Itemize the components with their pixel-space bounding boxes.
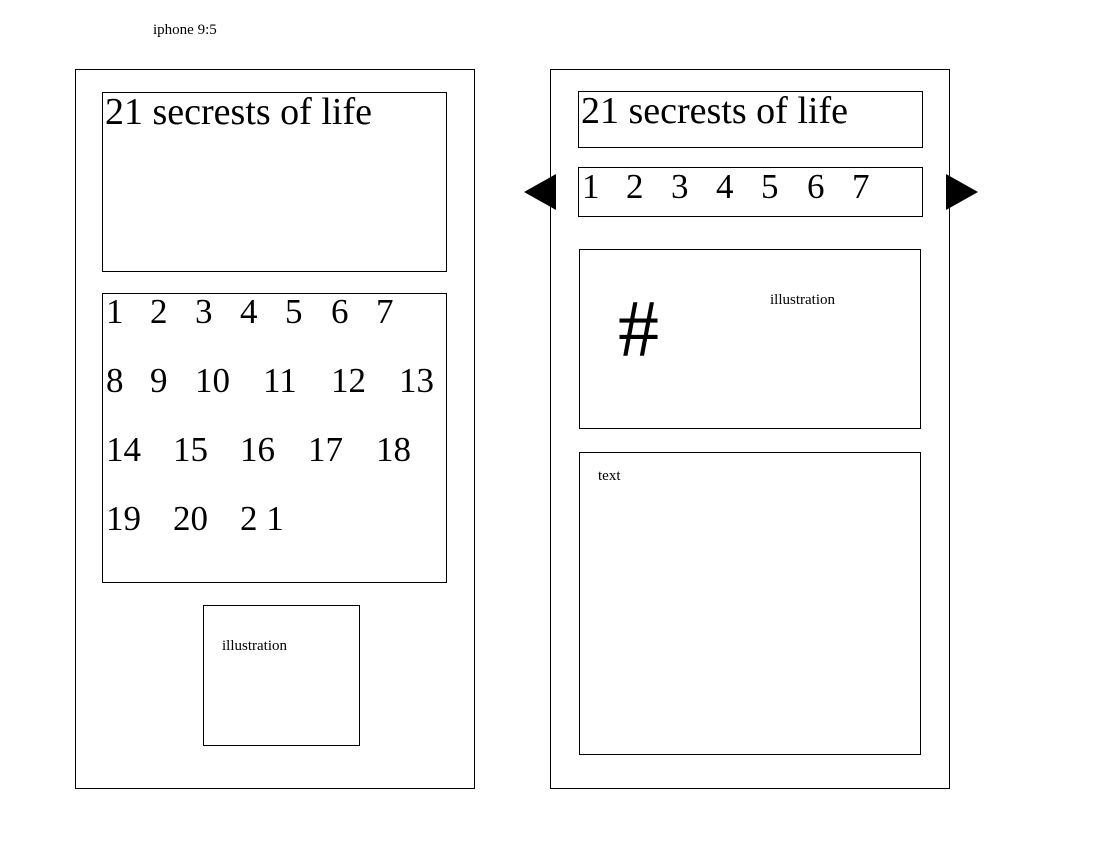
text-panel: text bbox=[579, 452, 921, 755]
illustration-label: illustration bbox=[222, 638, 287, 654]
chapter-header-panel: # illustration bbox=[579, 249, 921, 429]
chapter-number[interactable]: 18 bbox=[376, 430, 411, 469]
chapter-number[interactable]: 4 bbox=[240, 292, 258, 331]
chapter-number[interactable]: 6 bbox=[331, 292, 349, 331]
chapter-number[interactable]: 13 bbox=[399, 361, 434, 400]
chapter-number[interactable]: 3 bbox=[671, 167, 689, 206]
chapter-number[interactable]: 6 bbox=[807, 167, 825, 206]
chapter-number[interactable]: 1 bbox=[582, 167, 600, 206]
chapter-number[interactable]: 7 bbox=[376, 292, 394, 331]
chapter-number[interactable]: 10 bbox=[195, 361, 230, 400]
title-panel: 21 secrests of life bbox=[102, 92, 447, 272]
chapter-number[interactable]: 19 bbox=[106, 499, 141, 538]
phone-frame-left bbox=[75, 69, 475, 789]
chapter-number[interactable]: 17 bbox=[308, 430, 343, 469]
chapter-number[interactable]: 12 bbox=[331, 361, 366, 400]
chapter-number[interactable]: 5 bbox=[761, 167, 779, 206]
device-label: iphone 9:5 bbox=[153, 22, 217, 38]
chapter-number[interactable]: 2 bbox=[626, 167, 644, 206]
chapter-number[interactable]: 2 1 bbox=[240, 499, 284, 538]
chapter-nav-bar: 1 2 3 4 5 6 7 bbox=[578, 167, 923, 217]
next-arrow-icon[interactable] bbox=[946, 174, 978, 210]
chapter-number[interactable]: 2 bbox=[150, 292, 168, 331]
prev-arrow-icon[interactable] bbox=[524, 174, 556, 210]
chapter-number[interactable]: 4 bbox=[716, 167, 734, 206]
chapter-number[interactable]: 7 bbox=[852, 167, 870, 206]
chapter-number[interactable]: 1 bbox=[106, 292, 124, 331]
book-title: 21 secrests of life bbox=[581, 90, 848, 132]
chapter-number[interactable]: 5 bbox=[285, 292, 303, 331]
chapter-number[interactable]: 9 bbox=[150, 361, 168, 400]
book-title: 21 secrests of life bbox=[105, 91, 372, 133]
title-bar: 21 secrests of life bbox=[578, 91, 923, 148]
chapter-number[interactable]: 11 bbox=[263, 361, 297, 400]
chapter-number[interactable]: 14 bbox=[106, 430, 141, 469]
chapter-number[interactable]: 8 bbox=[106, 361, 124, 400]
chapter-number-symbol: # bbox=[618, 283, 659, 374]
phone-frame-right bbox=[550, 69, 950, 789]
illustration-box: illustration bbox=[203, 605, 360, 746]
chapter-number[interactable]: 15 bbox=[173, 430, 208, 469]
illustration-label: illustration bbox=[770, 292, 835, 308]
chapter-number[interactable]: 20 bbox=[173, 499, 208, 538]
chapter-number[interactable]: 16 bbox=[240, 430, 275, 469]
text-label: text bbox=[598, 468, 621, 484]
chapter-number[interactable]: 3 bbox=[195, 292, 213, 331]
chapter-grid: 1 2 3 4 5 6 7 8 9 10 11 12 13 14 15 16 1… bbox=[102, 293, 447, 583]
